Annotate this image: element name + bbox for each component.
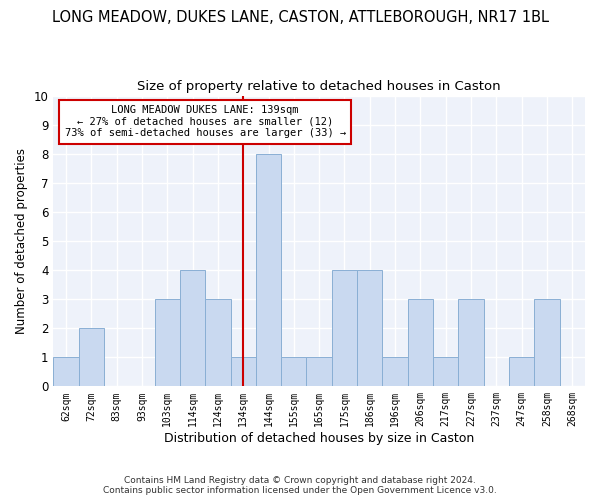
Bar bbox=[307, 358, 332, 386]
Text: LONG MEADOW DUKES LANE: 139sqm
← 27% of detached houses are smaller (12)
73% of : LONG MEADOW DUKES LANE: 139sqm ← 27% of … bbox=[65, 105, 346, 138]
Bar bbox=[230, 358, 256, 386]
Y-axis label: Number of detached properties: Number of detached properties bbox=[15, 148, 28, 334]
Text: LONG MEADOW, DUKES LANE, CASTON, ATTLEBOROUGH, NR17 1BL: LONG MEADOW, DUKES LANE, CASTON, ATTLEBO… bbox=[52, 10, 548, 25]
Bar bbox=[458, 299, 484, 386]
Bar bbox=[332, 270, 357, 386]
Bar bbox=[408, 299, 433, 386]
Bar bbox=[155, 299, 180, 386]
Bar bbox=[382, 358, 408, 386]
Bar bbox=[79, 328, 104, 386]
Bar bbox=[53, 358, 79, 386]
Bar bbox=[281, 358, 307, 386]
X-axis label: Distribution of detached houses by size in Caston: Distribution of detached houses by size … bbox=[164, 432, 474, 445]
Title: Size of property relative to detached houses in Caston: Size of property relative to detached ho… bbox=[137, 80, 501, 93]
Bar bbox=[535, 299, 560, 386]
Bar bbox=[256, 154, 281, 386]
Bar bbox=[433, 358, 458, 386]
Bar bbox=[357, 270, 382, 386]
Bar bbox=[205, 299, 230, 386]
Bar bbox=[180, 270, 205, 386]
Bar bbox=[509, 358, 535, 386]
Text: Contains HM Land Registry data © Crown copyright and database right 2024.
Contai: Contains HM Land Registry data © Crown c… bbox=[103, 476, 497, 495]
